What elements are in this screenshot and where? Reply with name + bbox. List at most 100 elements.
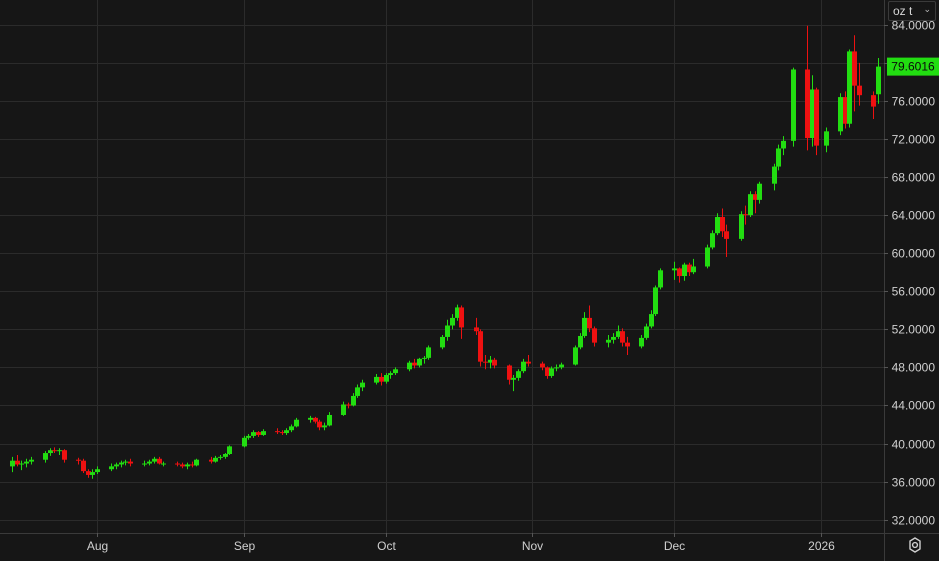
candle-body <box>119 462 124 465</box>
candle-up <box>573 345 578 366</box>
candle-up <box>445 319 450 341</box>
candle-body <box>578 335 583 348</box>
candle-body <box>743 214 748 216</box>
candle-body <box>516 371 521 378</box>
candle-body <box>450 317 455 326</box>
candle-up <box>748 191 753 218</box>
candle-body <box>180 464 185 467</box>
candle-body <box>440 336 445 348</box>
candle-body <box>422 357 427 359</box>
candle-body <box>559 364 564 368</box>
candle-body <box>715 217 720 234</box>
candle-down <box>743 205 748 225</box>
candle-body <box>611 336 616 340</box>
candle-up <box>606 335 611 348</box>
candle-down <box>175 461 180 467</box>
candle-down <box>724 224 729 257</box>
candle-up <box>417 357 422 368</box>
candle-body <box>317 421 322 428</box>
price-axis[interactable]: 84.000080.000076.000072.000068.000064.00… <box>884 19 935 528</box>
candle-down <box>720 208 725 237</box>
candle-up <box>114 462 119 470</box>
price-tick-label: 84.0000 <box>892 19 936 33</box>
candle-body <box>43 453 48 460</box>
candle-body <box>313 417 318 422</box>
candle-down <box>317 419 322 431</box>
candle-up <box>242 435 247 448</box>
candle-body <box>190 464 195 466</box>
gear-icon <box>909 537 921 553</box>
candle-down <box>379 373 384 386</box>
candle-body <box>114 464 119 467</box>
candle-up <box>876 58 881 104</box>
candle-up <box>95 466 100 474</box>
candle-up <box>327 412 332 427</box>
time-tick-label: Sep <box>234 539 256 553</box>
candle-up <box>791 67 796 147</box>
candle-body <box>478 331 483 362</box>
candle-body <box>649 314 654 327</box>
candle-up <box>227 445 232 455</box>
candle-up <box>559 362 564 370</box>
candle-body <box>123 461 128 463</box>
candle-down <box>545 366 550 379</box>
candle-up <box>488 355 493 369</box>
candle-body <box>776 148 781 167</box>
candle-down <box>753 191 758 214</box>
candle-body <box>48 450 53 454</box>
candle-up <box>213 455 218 463</box>
candle-down <box>157 456 162 465</box>
candle-down <box>620 328 625 347</box>
candle-up <box>161 461 166 467</box>
candle-down <box>814 87 819 156</box>
candle-body <box>393 369 398 374</box>
time-tick-label: Aug <box>87 539 108 553</box>
candle-up <box>616 325 621 339</box>
price-tick-label: 48.0000 <box>892 361 936 375</box>
chevron-down-icon: ⌄ <box>923 4 931 14</box>
candle-body <box>672 268 677 271</box>
settings-button[interactable] <box>904 534 926 556</box>
candle-up <box>147 459 152 466</box>
candle-body <box>81 460 86 472</box>
candle-up <box>384 373 389 384</box>
candle-up <box>776 144 781 171</box>
candle-body <box>175 463 180 465</box>
candle-body <box>507 365 512 380</box>
candle-down <box>592 326 597 347</box>
candle-body <box>29 459 34 462</box>
candle-up <box>824 127 829 153</box>
candle-body <box>549 368 554 376</box>
candle-body <box>57 450 62 452</box>
candle-body <box>616 331 621 337</box>
candle-up <box>123 459 128 466</box>
candle-up <box>261 429 266 436</box>
unit-dropdown[interactable]: oz t ⌄ <box>888 1 936 21</box>
candle-body <box>691 266 696 273</box>
candle-down <box>852 35 857 112</box>
candle-up <box>251 430 256 438</box>
candle-up <box>611 333 616 344</box>
candle-down <box>687 262 692 277</box>
candle-body <box>19 463 24 465</box>
candle-up <box>658 268 663 290</box>
candle-body <box>847 51 852 124</box>
candle-up <box>24 458 29 468</box>
candle-up <box>838 93 843 136</box>
candle-body <box>417 358 422 366</box>
price-tick-label: 44.0000 <box>892 399 936 413</box>
time-axis[interactable]: Aug Sep Oct Nov Dec 2026 <box>87 533 835 553</box>
candle-body <box>459 307 464 328</box>
time-tick-label: Nov <box>522 539 543 553</box>
candle-up <box>294 417 299 428</box>
candle-up <box>284 428 289 435</box>
candle-up <box>152 456 157 464</box>
price-tick-label: 40.0000 <box>892 438 936 452</box>
candle-up <box>554 364 559 372</box>
candle-body <box>280 432 285 434</box>
price-tick-label: 76.0000 <box>892 95 936 109</box>
candle-body <box>227 446 232 455</box>
candle-body <box>261 431 266 435</box>
